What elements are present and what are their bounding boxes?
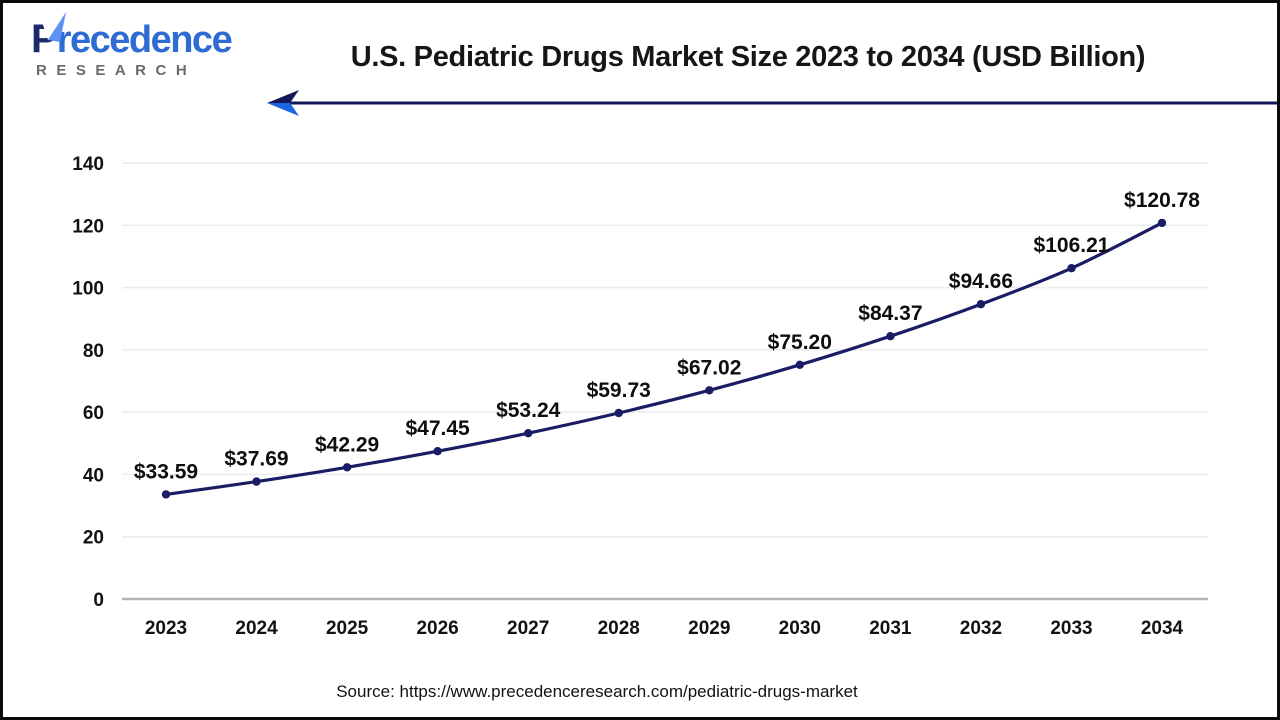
data-point-label: $67.02 (677, 356, 741, 379)
brand-logo: Precedence RESEARCH (31, 12, 246, 79)
data-point-label: $94.66 (949, 270, 1013, 293)
data-point (524, 429, 533, 438)
y-axis-tick-label: 60 (83, 403, 104, 424)
data-point (1157, 218, 1167, 228)
data-point-label: $47.45 (405, 417, 470, 440)
y-axis-tick-label: 40 (83, 465, 104, 486)
x-axis-tick-label: 2030 (779, 618, 821, 639)
data-point-label: $120.78 (1124, 189, 1200, 212)
y-axis-tick-label: 100 (72, 279, 104, 300)
data-point-label: $42.29 (315, 433, 379, 456)
y-axis-tick-label: 20 (83, 528, 104, 549)
data-point-label: $59.73 (587, 379, 651, 402)
data-point-label: $37.69 (224, 448, 288, 471)
source-text: Source: https://www.precedenceresearch.c… (336, 682, 858, 701)
y-axis-tick-label: 0 (93, 590, 104, 611)
x-axis-tick-label: 2033 (1050, 618, 1092, 639)
brand-wordmark: Precedence (31, 12, 246, 61)
data-point (1067, 264, 1076, 273)
data-point-label: $53.24 (496, 399, 561, 422)
data-point-label: $33.59 (134, 460, 198, 483)
x-axis-tick-label: 2032 (960, 618, 1002, 639)
series-line (164, 221, 1164, 496)
data-point (886, 332, 895, 341)
data-point (252, 477, 261, 486)
left-arrow-divider (267, 90, 1277, 116)
page-title: U.S. Pediatric Drugs Market Size 2023 to… (350, 41, 1146, 73)
y-axis-tick-label: 80 (83, 341, 104, 362)
data-point (976, 300, 986, 309)
x-axis-tick-label: 2034 (1141, 618, 1184, 639)
data-point (795, 360, 804, 369)
data-point (161, 490, 171, 499)
x-axis-tick-label: 2026 (416, 618, 458, 639)
data-point (705, 386, 714, 395)
data-point-label: $106.21 (1034, 234, 1110, 257)
arrow-head-icon (267, 103, 299, 116)
data-point-label: $84.37 (858, 302, 922, 325)
x-axis-tick-label: 2023 (145, 618, 187, 639)
data-point-label: $75.20 (768, 331, 832, 354)
y-axis-tick-label: 120 (72, 216, 104, 237)
x-axis-tick-label: 2029 (688, 618, 730, 639)
data-point (433, 447, 442, 456)
data-point (614, 408, 623, 418)
y-axis-tick-label: 140 (72, 154, 104, 175)
brand-name-rest: recedence (56, 19, 233, 61)
x-axis-tick-label: 2027 (507, 618, 549, 639)
x-axis-tick-label: 2024 (235, 618, 278, 639)
logo-leaf-icon (42, 12, 66, 42)
data-point (342, 463, 352, 472)
x-axis-tick-label: 2031 (869, 618, 912, 639)
x-axis-tick-label: 2025 (326, 618, 369, 639)
brand-subtitle: RESEARCH (36, 62, 197, 79)
x-axis-tick-label: 2028 (598, 618, 640, 639)
arrow-head-icon (267, 90, 299, 103)
